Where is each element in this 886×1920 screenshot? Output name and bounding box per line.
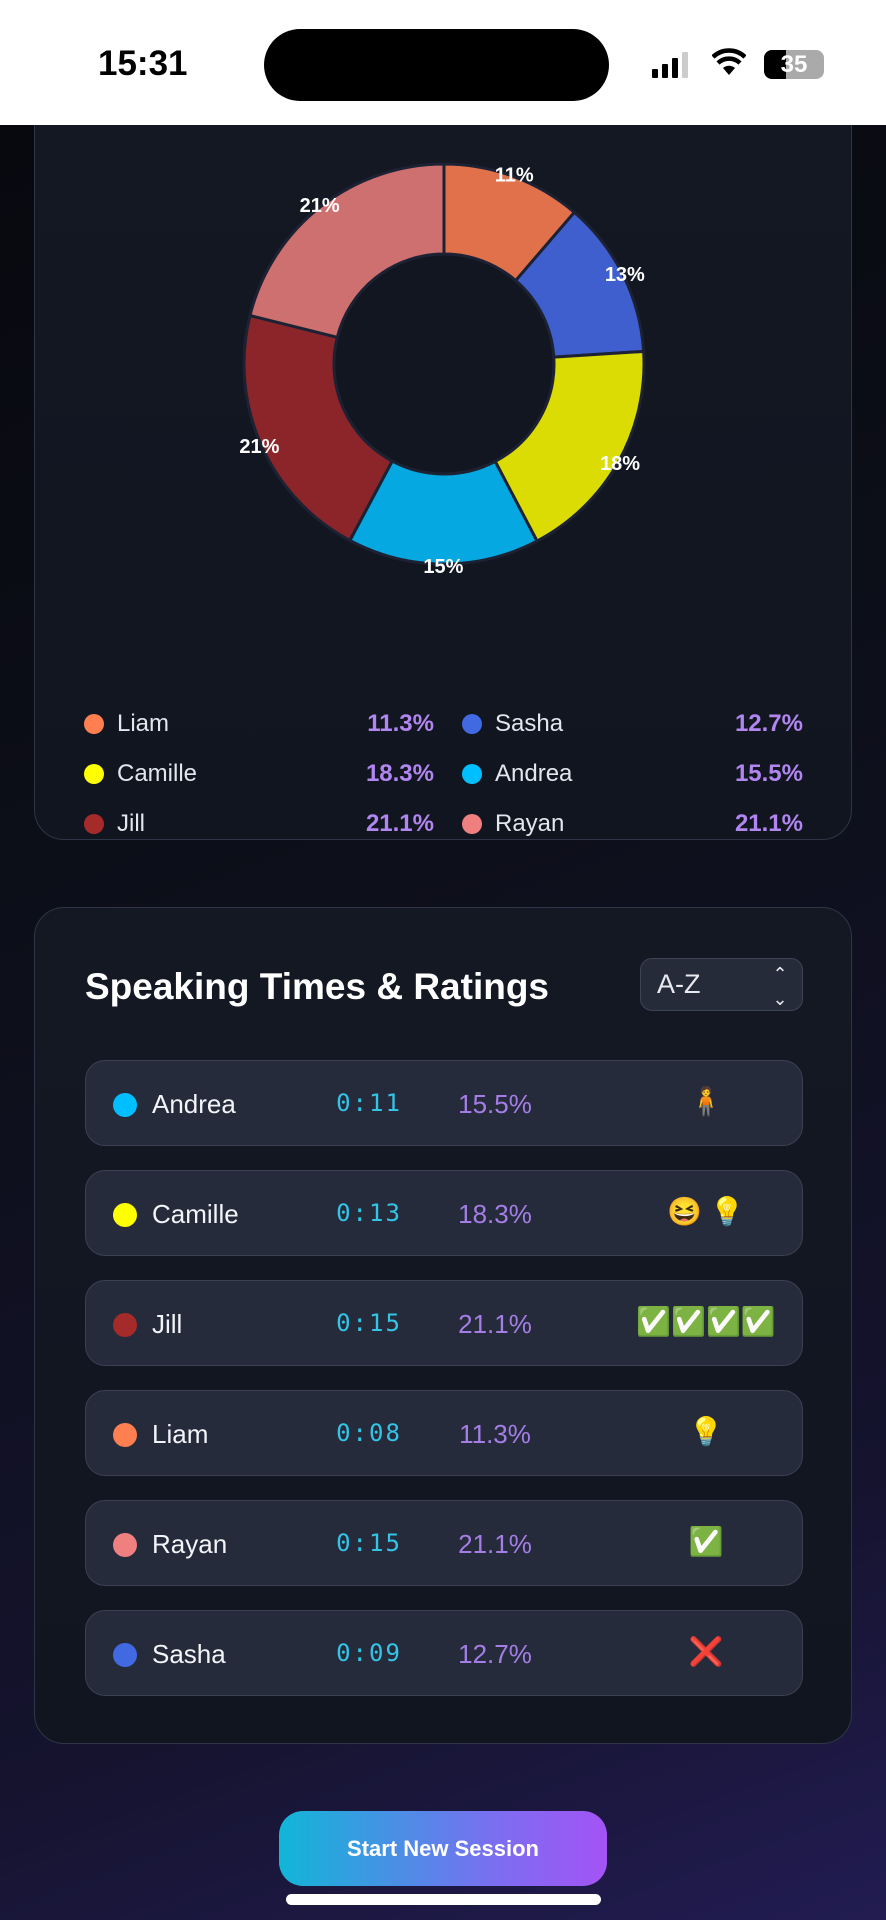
slice-label: 21%: [300, 195, 340, 217]
legend-swatch: [462, 814, 482, 834]
section-title: Speaking Times & Ratings: [85, 966, 549, 1007]
legend-swatch: [84, 714, 104, 734]
speaker-name: Andrea: [152, 1089, 236, 1119]
chevron-up-down-icon: ⌃ ⌄: [772, 964, 788, 1009]
rating-emojis: 💡: [688, 1416, 724, 1447]
slice-rayan: [248, 162, 446, 340]
legend-name: Liam: [117, 710, 170, 737]
legend-name: Andrea: [495, 760, 573, 787]
speaking-time: 0:13: [336, 1199, 402, 1227]
legend-name: Sasha: [495, 710, 564, 737]
speaking-percent: 18.3%: [458, 1199, 532, 1229]
dynamic-island: [264, 29, 609, 101]
speaker-name: Sasha: [152, 1639, 226, 1669]
speaker-color-dot: [113, 1313, 137, 1337]
legend-name: Camille: [117, 760, 198, 787]
speaker-color-dot: [113, 1203, 137, 1227]
speaker-row[interactable]: Sasha 0:09 12.7% ❌: [85, 1610, 803, 1696]
sort-select[interactable]: A-Z ⌃ ⌄: [640, 958, 803, 1011]
speaking-percent: 11.3%: [459, 1419, 531, 1449]
battery-icon: 35: [764, 50, 824, 79]
sort-value: A-Z: [657, 969, 701, 999]
status-bar: 15:31 35: [0, 0, 886, 125]
legend-item: Liam 11.3%: [84, 709, 434, 739]
speaker-color-dot: [113, 1533, 137, 1557]
speaker-row[interactable]: Liam 0:08 11.3% 💡: [85, 1390, 803, 1476]
speaker-name: Rayan: [152, 1529, 228, 1559]
battery-level: 35: [780, 51, 808, 78]
speaking-percent: 21.1%: [458, 1529, 532, 1559]
speaking-percent: 15.5%: [458, 1089, 532, 1119]
legend-item: Andrea 15.5%: [462, 759, 803, 789]
speaking-time: 0:15: [336, 1529, 402, 1557]
speaker-row[interactable]: Rayan 0:15 21.1% ✅: [85, 1500, 803, 1586]
slice-label: 18%: [600, 453, 640, 475]
speaker-color-dot: [113, 1093, 137, 1117]
speaker-name: Camille: [152, 1199, 239, 1229]
legend-item: Jill 21.1%: [84, 809, 434, 839]
legend-percent: 12.7%: [734, 710, 803, 737]
slice-jill: [242, 313, 395, 543]
legend-percent: 21.1%: [734, 810, 803, 837]
speaker-color-dot: [113, 1423, 137, 1447]
slice-label: 21%: [239, 436, 279, 458]
legend-percent: 11.3%: [367, 710, 434, 737]
speaking-time: 0:09: [336, 1639, 402, 1667]
speaker-color-dot: [113, 1643, 137, 1667]
rating-emojis: ❌: [688, 1636, 724, 1667]
wifi-icon: [711, 48, 747, 84]
legend-swatch: [84, 764, 104, 784]
slice-camille: [493, 349, 646, 544]
start-new-session-button[interactable]: Start New Session: [279, 1811, 607, 1886]
legend-swatch: [462, 714, 482, 734]
legend-item: Camille 18.3%: [84, 759, 434, 789]
speaker-name: Jill: [152, 1309, 183, 1339]
speaking-time: 0:08: [336, 1419, 402, 1447]
legend-percent: 15.5%: [734, 760, 803, 787]
speaking-time: 0:11: [336, 1089, 402, 1117]
speaker-row[interactable]: Camille 0:13 18.3% 😆 💡: [85, 1170, 803, 1256]
speaking-percent: 12.7%: [458, 1639, 532, 1669]
rating-emojis: 😆 💡: [667, 1196, 745, 1227]
rating-emojis: 🧍: [688, 1086, 724, 1117]
cellular-signal-icon: [652, 52, 688, 78]
speaking-share-card: 11% 13% 18% 15% 21% 21% Liam 11.3% Sasha 12.7% Ca…: [34, 60, 852, 840]
donut-hole: [336, 256, 552, 472]
rating-emojis: ✅✅✅✅: [636, 1306, 776, 1337]
legend-item: Sasha 12.7%: [462, 709, 803, 739]
speaking-time: 0:15: [336, 1309, 402, 1337]
speaking-times-card: Speaking Times & Ratings A-Z ⌃ ⌄ Andrea 0:1…: [34, 907, 852, 1744]
home-indicator: [286, 1894, 601, 1905]
legend-swatch: [84, 814, 104, 834]
speaker-row[interactable]: Jill 0:15 21.1% ✅✅✅✅: [85, 1280, 803, 1366]
rating-emojis: ✅: [688, 1526, 724, 1557]
speaker-row[interactable]: Andrea 0:11 15.5% 🧍: [85, 1060, 803, 1146]
clock: 15:31: [98, 44, 188, 83]
speaker-name: Liam: [152, 1419, 209, 1449]
speaking-percent: 21.1%: [458, 1309, 532, 1339]
donut-chart: 11% 13% 18% 15% 21% 21%: [239, 162, 646, 578]
legend-item: Rayan 21.1%: [462, 809, 803, 839]
legend-name: Rayan: [495, 810, 565, 837]
legend-swatch: [462, 764, 482, 784]
legend-percent: 21.1%: [365, 810, 434, 837]
slice-label: 13%: [605, 264, 645, 286]
slice-label: 15%: [423, 556, 463, 578]
legend-name: Jill: [117, 810, 145, 837]
slice-label: 11%: [495, 165, 534, 187]
legend-percent: 18.3%: [365, 760, 434, 787]
